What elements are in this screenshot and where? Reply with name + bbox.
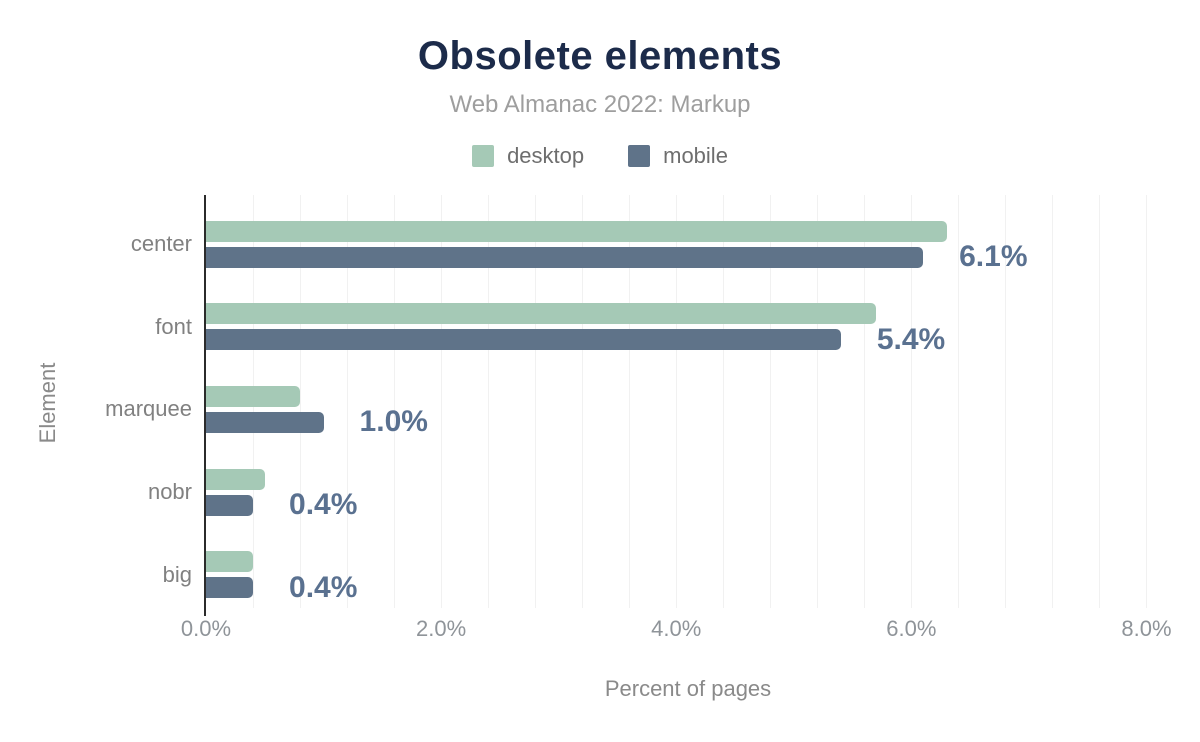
gridline: [535, 195, 537, 608]
category-label: nobr: [147, 479, 192, 505]
chart-subtitle: Web Almanac 2022: Markup: [449, 91, 751, 118]
bar-mobile-center[interactable]: [206, 246, 924, 268]
gridline: [441, 195, 443, 608]
gridline: [300, 195, 302, 608]
gridline: [582, 195, 584, 608]
value-label-marquee: 1.0%: [359, 405, 428, 439]
bar-desktop-big[interactable]: [206, 551, 254, 573]
y-axis-line: [204, 195, 206, 616]
bar-desktop-font[interactable]: [206, 303, 877, 325]
bar-mobile-marquee[interactable]: [206, 411, 324, 433]
category-label: big: [162, 561, 192, 587]
legend: desktop mobile: [0, 143, 1200, 169]
bar-mobile-big[interactable]: [206, 577, 254, 599]
x-tick-label: 8.0%: [1121, 616, 1172, 641]
gridline: [394, 195, 396, 608]
legend-swatch-mobile: [628, 145, 651, 167]
category-label: marquee: [105, 396, 192, 422]
x-axis-title: Percent of pages: [604, 676, 772, 701]
bar-mobile-nobr[interactable]: [206, 494, 254, 516]
gridline: [1052, 195, 1054, 608]
gridline: [817, 195, 819, 608]
gridline: [1146, 195, 1148, 608]
legend-item-desktop: desktop: [472, 143, 584, 169]
gridline: [347, 195, 349, 608]
x-tick-label: 6.0%: [886, 616, 937, 641]
gridline: [488, 195, 490, 608]
bar-mobile-font[interactable]: [206, 329, 841, 351]
legend-item-mobile: mobile: [628, 143, 728, 169]
category-label: font: [155, 313, 192, 339]
gridline: [958, 195, 960, 608]
bar-row-center: center 6.1%: [131, 195, 1170, 278]
gridline: [1005, 195, 1007, 608]
gridline: [629, 195, 631, 608]
bar-desktop-marquee[interactable]: [206, 385, 301, 407]
legend-label: desktop: [507, 143, 585, 168]
legend-swatch-desktop: [472, 145, 495, 167]
category-label: center: [130, 231, 192, 257]
value-label-center: 6.1%: [959, 240, 1028, 274]
gridline: [911, 195, 913, 608]
gridline: [676, 195, 678, 608]
x-tick-label: 0.0%: [180, 616, 232, 641]
gridline: [1099, 195, 1101, 608]
value-label-big: 0.4%: [289, 570, 358, 604]
gridline: [770, 195, 772, 608]
plot-area: center 6.1% font 5.4% marquee 1.0% nobr 0.4% big…: [105, 195, 1170, 608]
bar-row-big: big 0.4%: [163, 525, 1170, 608]
legend-label: mobile: [663, 143, 728, 168]
gridline: [864, 195, 866, 608]
bar-row-marquee: marquee 1.0%: [105, 360, 1170, 443]
gridline: [723, 195, 725, 608]
x-axis-ticks: 0.0% 2.0% 4.0% 6.0% 8.0%: [181, 616, 1172, 642]
bar-row-font: font 5.4%: [155, 278, 1170, 361]
value-label-font: 5.4%: [876, 322, 946, 356]
bar-desktop-center[interactable]: [206, 220, 947, 242]
bar-desktop-nobr[interactable]: [206, 468, 265, 490]
chart-title: Obsolete elements: [417, 34, 783, 78]
bar-row-nobr: nobr 0.4%: [148, 443, 1170, 526]
x-tick-label: 2.0%: [416, 616, 467, 641]
value-label-nobr: 0.4%: [289, 488, 358, 522]
x-tick-label: 4.0%: [651, 616, 702, 641]
